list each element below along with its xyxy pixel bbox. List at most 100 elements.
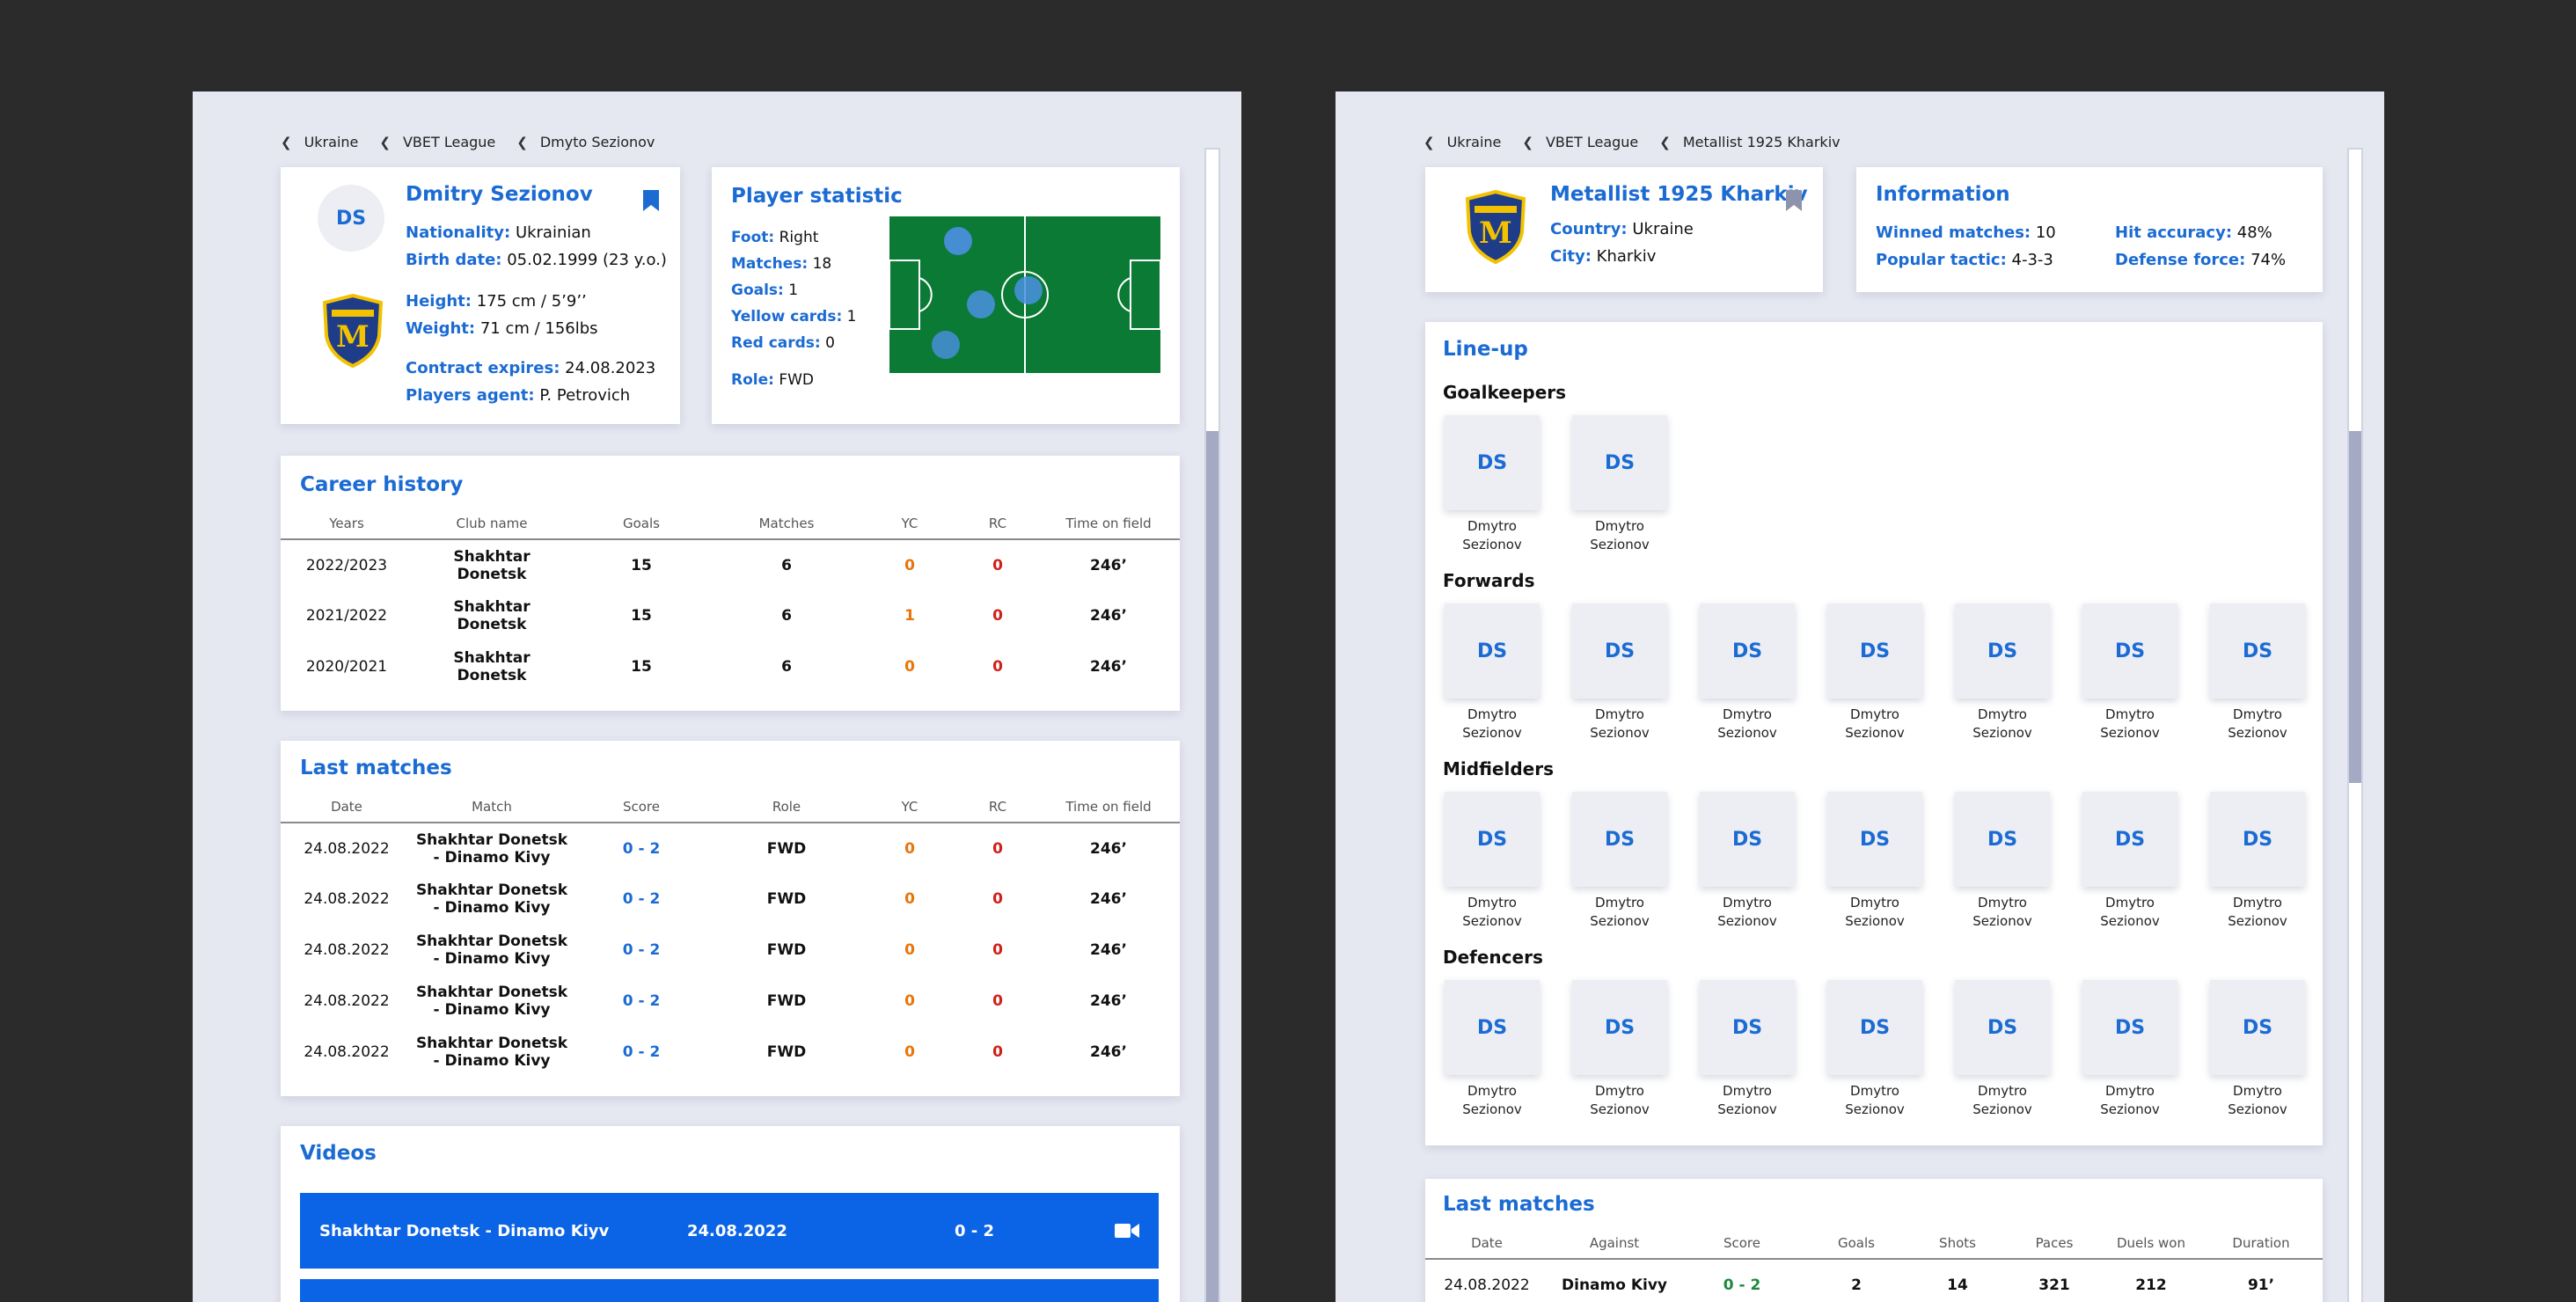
col-header[interactable]: Time on field [1037, 792, 1180, 823]
cell-shots: 14 [1947, 1276, 1968, 1294]
bookmark-icon[interactable] [1784, 188, 1804, 213]
player-tile[interactable]: DS Dmytro Sezionov [1698, 980, 1797, 1119]
col-header[interactable]: Goals [1804, 1228, 1909, 1260]
player-tile[interactable]: DS Dmytro Sezionov [1570, 980, 1669, 1119]
cell-matches: 6 [781, 556, 792, 574]
table-row[interactable]: 2021/2022 Shakhtar Donetsk 15 6 1 0 246’ [281, 590, 1180, 641]
scrollbar-thumb[interactable] [2349, 431, 2361, 783]
video-item[interactable] [300, 1279, 1159, 1302]
player-first-name: Dmytro [1978, 895, 2027, 911]
col-header[interactable]: Club name [413, 508, 571, 540]
breadcrumb-item[interactable]: ❮ Metallist 1925 Kharkiv [1659, 134, 1840, 150]
breadcrumb-item[interactable]: ❮ Dmyto Sezionov [516, 134, 655, 150]
player-tile[interactable]: DS Dmytro Sezionov [1443, 980, 1541, 1119]
col-header[interactable]: Matches [712, 508, 861, 540]
player-tile[interactable]: DS Dmytro Sezionov [1826, 603, 1924, 742]
lineup-title: Line-up [1443, 338, 1528, 361]
video-camera-icon[interactable] [1115, 1222, 1139, 1240]
col-header[interactable]: RC [958, 508, 1037, 540]
bookmark-icon[interactable] [641, 188, 661, 213]
col-header[interactable]: YC [861, 508, 958, 540]
player-tile[interactable]: DS Dmytro Sezionov [1443, 792, 1541, 931]
table-row[interactable]: 2020/2021 Shakhtar Donetsk 15 6 0 0 246’ [281, 641, 1180, 692]
player-last-name: Sezionov [1462, 537, 1522, 552]
table-row[interactable]: 24.08.2022 Shakhtar Donetsk - Dinamo Kivy… [281, 976, 1180, 1027]
player-tile[interactable]: DS Dmytro Sezionov [1953, 792, 2052, 931]
birth-label: Birth date: [406, 251, 502, 269]
player-tile[interactable]: DS Dmytro Sezionov [2081, 980, 2179, 1119]
city-value: Kharkiv [1596, 247, 1657, 266]
player-tile[interactable]: DS Dmytro Sezionov [2081, 603, 2179, 742]
chevron-left-icon: ❮ [379, 134, 391, 150]
col-header[interactable]: Paces [2006, 1228, 2103, 1260]
player-tile[interactable]: DS Dmytro Sezionov [1443, 603, 1541, 742]
player-first-name: Dmytro [1978, 1083, 2027, 1099]
col-header[interactable]: Duration [2199, 1228, 2323, 1260]
col-header[interactable]: Score [571, 792, 712, 823]
col-header[interactable]: Years [281, 508, 413, 540]
breadcrumb-item[interactable]: ❮ Ukraine [1423, 134, 1501, 150]
table-row[interactable]: 2022/2023 Shakhtar Donetsk 15 6 0 0 246’ [281, 539, 1180, 590]
table-row[interactable]: 24.08.2022 Shakhtar Donetsk - Dinamo Kivy… [281, 823, 1180, 874]
club-last-matches-card: Last matches Date Against Score Goals Sh… [1425, 1179, 2323, 1302]
table-row[interactable]: 24.08.2022 Shakhtar Donetsk - Dinamo Kivy… [281, 1027, 1180, 1078]
cell-role: FWD [766, 941, 807, 959]
cell-matches: 6 [781, 607, 792, 625]
player-tile[interactable]: DS Dmytro Sezionov [1443, 415, 1541, 554]
breadcrumb: ❮ Ukraine ❮ VBET League ❮ Dmyto Sezionov [281, 134, 655, 150]
nationality-value: Ukrainian [515, 223, 591, 242]
cell-time: 246’ [1090, 607, 1127, 625]
player-tile-avatar: DS [2082, 603, 2177, 699]
col-header[interactable]: Date [281, 792, 413, 823]
cell-match: Shakhtar Donetsk - Dinamo Kivy [413, 874, 571, 925]
col-header[interactable]: Shots [1909, 1228, 2006, 1260]
player-tile[interactable]: DS Dmytro Sezionov [1570, 415, 1669, 554]
player-tile[interactable]: DS Dmytro Sezionov [2208, 980, 2307, 1119]
player-tile[interactable]: DS Dmytro Sezionov [1570, 792, 1669, 931]
player-tile[interactable]: DS Dmytro Sezionov [2081, 792, 2179, 931]
player-tile[interactable]: DS Dmytro Sezionov [1698, 792, 1797, 931]
col-header[interactable]: Goals [571, 508, 712, 540]
career-table: Years Club name Goals Matches YC RC Time… [281, 508, 1180, 692]
col-header[interactable]: Duels won [2103, 1228, 2199, 1260]
player-tile[interactable]: DS Dmytro Sezionov [1698, 603, 1797, 742]
video-date: 24.08.2022 [687, 1221, 787, 1240]
match-line: - Dinamo Kivy [433, 848, 551, 867]
col-header[interactable]: Match [413, 792, 571, 823]
lineup-group: Forwards DS Dmytro Sezionov DS Dmytro Sezionov… [1443, 570, 2314, 742]
chevron-left-icon: ❮ [1522, 134, 1533, 150]
scrollbar[interactable] [2347, 148, 2363, 1302]
cell-role: FWD [766, 890, 807, 908]
defense-value: 74% [2250, 251, 2287, 269]
breadcrumb-item[interactable]: ❮ VBET League [379, 134, 495, 150]
player-tile[interactable]: DS Dmytro Sezionov [1953, 980, 2052, 1119]
player-tile[interactable]: DS Dmytro Sezionov [2208, 603, 2307, 742]
cell-rc: 0 [992, 658, 1003, 676]
player-tile[interactable]: DS Dmytro Sezionov [1953, 603, 2052, 742]
player-last-name: Sezionov [1972, 1101, 2032, 1117]
player-tile[interactable]: DS Dmytro Sezionov [1570, 603, 1669, 742]
player-first-name: Dmytro [2105, 895, 2155, 911]
col-header[interactable]: RC [958, 792, 1037, 823]
col-header[interactable]: Against [1548, 1228, 1680, 1260]
col-header[interactable]: Date [1425, 1228, 1548, 1260]
player-tile[interactable]: DS Dmytro Sezionov [1826, 792, 1924, 931]
cell-time: 246’ [1090, 839, 1127, 858]
scrollbar[interactable] [1204, 148, 1220, 1302]
scrollbar-thumb[interactable] [1206, 431, 1218, 1302]
breadcrumb-item[interactable]: ❮ Ukraine [281, 134, 358, 150]
col-header[interactable]: Time on field [1037, 508, 1180, 540]
table-row[interactable]: 24.08.2022 Shakhtar Donetsk - Dinamo Kivy… [281, 874, 1180, 925]
player-tile-avatar: DS [1572, 980, 1667, 1075]
breadcrumb-item[interactable]: ❮ VBET League [1522, 134, 1638, 150]
player-tile[interactable]: DS Dmytro Sezionov [1826, 980, 1924, 1119]
player-tile-avatar: DS [1445, 980, 1540, 1075]
video-item[interactable]: Shakhtar Donetsk - Dinamo Kiyv 24.08.202… [300, 1193, 1159, 1269]
col-header[interactable]: Score [1680, 1228, 1804, 1260]
table-row[interactable]: 24.08.2022 Dinamo Kivy 0 - 2 2 14 321 21… [1425, 1259, 2323, 1302]
player-tile[interactable]: DS Dmytro Sezionov [2208, 792, 2307, 931]
col-header[interactable]: YC [861, 792, 958, 823]
table-row[interactable]: 24.08.2022 Shakhtar Donetsk - Dinamo Kivy… [281, 925, 1180, 976]
col-header[interactable]: Role [712, 792, 861, 823]
